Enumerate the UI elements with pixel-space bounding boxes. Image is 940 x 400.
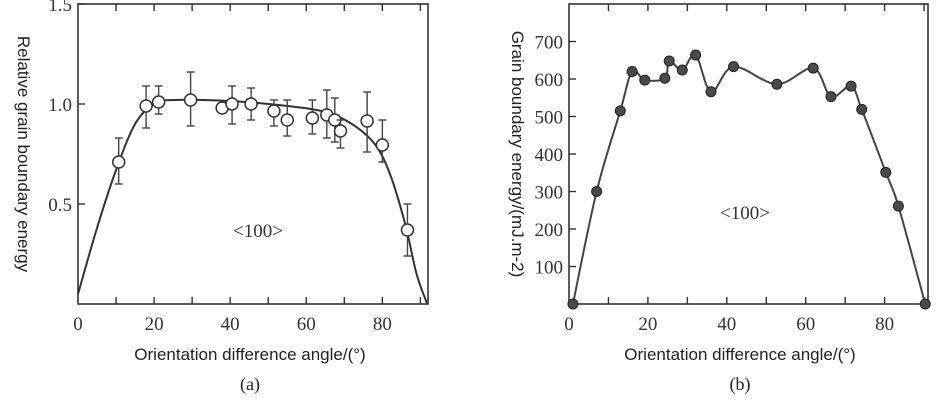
x-tick-label: 20	[638, 314, 657, 335]
data-point	[183, 93, 198, 107]
data-point	[845, 80, 857, 92]
data-point	[375, 138, 390, 152]
data-point	[659, 72, 671, 84]
annotation: <100>	[720, 203, 770, 224]
data-point	[111, 155, 126, 169]
y-tick-label: 600	[535, 70, 564, 91]
y-tick-label: 100	[535, 258, 564, 279]
x-tick-label: 40	[221, 314, 240, 335]
y-tick-label: 0.5	[48, 195, 72, 216]
data-point	[771, 78, 783, 90]
data-point	[807, 62, 819, 74]
y-tick-label: 500	[535, 108, 564, 129]
data-point	[591, 186, 603, 197]
data-point	[825, 91, 837, 103]
y-tick-label: 200	[535, 220, 564, 241]
data-point	[919, 298, 931, 310]
panel-label: (a)	[240, 374, 260, 395]
x-tick-label: 60	[796, 314, 815, 335]
data-point	[139, 99, 153, 113]
series-line	[571, 53, 927, 305]
y-tick-label: 1.0	[48, 95, 72, 116]
data-point	[244, 97, 258, 111]
data-point	[400, 223, 415, 237]
y-axis-label: Relative grain boundary energy	[14, 36, 33, 273]
plot-frame	[568, 3, 929, 305]
data-point	[151, 95, 166, 109]
x-tick-label: 0	[73, 314, 83, 335]
data-point	[856, 103, 868, 115]
data-point	[676, 64, 688, 76]
data-point	[705, 86, 717, 98]
data-point	[267, 104, 281, 118]
data-point	[567, 298, 579, 310]
y-tick-label: 400	[535, 145, 564, 166]
x-tick-label: 80	[373, 314, 392, 335]
data-point	[690, 49, 702, 61]
data-point	[360, 114, 374, 128]
data-point	[333, 124, 348, 138]
x-axis-label: Orientation difference angle/(°)	[134, 345, 365, 364]
x-axis-label: Orientation difference angle/(°)	[624, 345, 855, 364]
chart-a: 0 20 40 60 80 0.5 1.0 1.5 Relative grain boundar…	[14, 0, 429, 395]
x-tick-label: 80	[875, 314, 894, 335]
y-tick-label: 1.5	[48, 0, 72, 16]
data-point	[880, 166, 892, 178]
panel-label: (b)	[730, 374, 751, 395]
chart-b: 0 20 40 60 80 100 200 300 400 500 600 700 Grain boun…	[508, 3, 931, 395]
x-tick-label: 60	[297, 314, 316, 335]
data-point	[225, 97, 239, 111]
data-point	[614, 105, 626, 117]
plot-frame	[77, 3, 429, 305]
data-point	[305, 111, 320, 125]
x-tick-label: 40	[717, 314, 736, 335]
data-point	[728, 61, 740, 73]
data-point	[639, 74, 651, 86]
annotation: <100>	[233, 221, 283, 242]
data-point	[280, 113, 294, 127]
y-axis-label: Grain boundary energy/(mJ.m-2)	[508, 31, 527, 278]
data-point	[626, 66, 638, 77]
fit-curve	[77, 98, 429, 305]
y-tick-label: 700	[535, 33, 564, 54]
data-point	[663, 55, 675, 67]
data-point	[892, 200, 904, 212]
y-tick-label: 300	[535, 183, 564, 204]
x-tick-label: 20	[145, 314, 164, 335]
x-tick-label: 0	[564, 314, 574, 335]
